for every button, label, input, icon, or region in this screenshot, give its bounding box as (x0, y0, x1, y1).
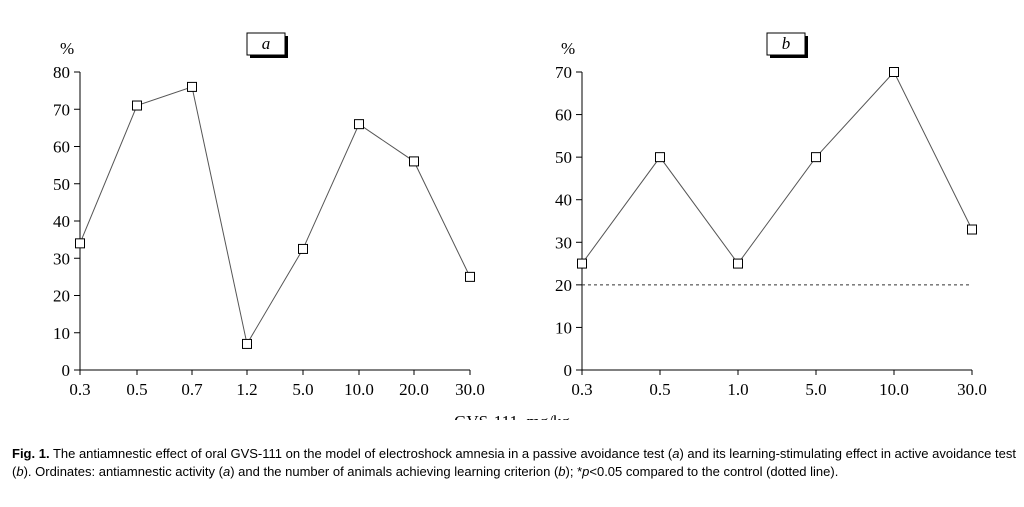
y-tick-label: 40 (555, 191, 572, 210)
y-axis-unit: % (60, 39, 74, 58)
y-tick-label: 30 (555, 233, 572, 252)
x-tick-label: 0.7 (181, 380, 203, 399)
x-tick-label: 10.0 (879, 380, 909, 399)
data-point-marker (354, 119, 364, 130)
x-tick-label: 0.5 (126, 380, 147, 399)
data-point-marker (733, 258, 743, 269)
x-tick-label: 5.0 (805, 380, 826, 399)
data-point-marker (811, 152, 821, 163)
y-tick-label: 20 (53, 287, 70, 306)
figure-caption: Fig. 1. The antiamnestic effect of oral … (12, 446, 1016, 479)
panel-label-box (766, 32, 806, 56)
x-tick-label: 20.0 (399, 380, 429, 399)
y-tick-label: 50 (53, 175, 70, 194)
data-point-marker (889, 67, 899, 77)
x-tick-label: 0.3 (571, 380, 592, 399)
data-point-marker (242, 338, 252, 349)
y-tick-label: 0 (564, 361, 573, 380)
data-point-marker (967, 224, 977, 235)
y-tick-label: 60 (555, 106, 572, 125)
x-tick-label: 0.3 (69, 380, 90, 399)
x-axis-label: GVS-111, mg/kg (454, 412, 570, 420)
series-line (581, 71, 973, 265)
figure: 0 10 20 30 40 50 60 70 80 0.3 0.5 0.7 1.2 5.0 10.0 20.0… (53, 32, 987, 420)
data-point-marker (187, 81, 197, 92)
y-tick-label: 70 (555, 63, 572, 82)
y-tick-label: 10 (555, 318, 572, 337)
x-tick-label: 0.5 (649, 380, 670, 399)
panel-label-box (246, 32, 286, 56)
data-point-marker (577, 258, 587, 269)
y-tick-label: 20 (555, 276, 572, 295)
data-point-marker (409, 156, 419, 167)
x-tick-label: 30.0 (455, 380, 485, 399)
x-tick-label: 1.2 (236, 380, 257, 399)
panel-label: b (782, 34, 791, 53)
panel-label: a (262, 34, 271, 53)
series-line (79, 86, 471, 346)
x-tick-label: 5.0 (292, 380, 313, 399)
y-tick-label: 80 (53, 63, 70, 82)
y-tick-label: 60 (53, 138, 70, 157)
y-tick-label: 70 (53, 100, 70, 119)
caption-fig-label: Fig. 1. (12, 446, 50, 461)
x-tick-label: 30.0 (957, 380, 987, 399)
data-point-marker (298, 243, 308, 254)
y-tick-label: 30 (53, 249, 70, 268)
data-point-marker (132, 100, 142, 111)
y-axis-unit: % (561, 39, 575, 58)
y-tick-label: 10 (53, 324, 70, 343)
data-point-marker (465, 271, 475, 282)
x-tick-label: 10.0 (344, 380, 374, 399)
y-tick-label: 0 (62, 361, 71, 380)
data-point-marker (75, 238, 85, 249)
y-tick-label: 50 (555, 148, 572, 167)
panel-b: 0 10 20 30 40 50 60 70 0.3 0.5 1.0 5.0 10.0 30.0% b (555, 32, 987, 399)
x-tick-label: 1.0 (727, 380, 748, 399)
y-tick-label: 40 (53, 212, 70, 231)
data-point-marker (655, 152, 665, 163)
panel-a: 0 10 20 30 40 50 60 70 80 0.3 0.5 0.7 1.2 5.0 10.0 20.0… (53, 32, 485, 399)
